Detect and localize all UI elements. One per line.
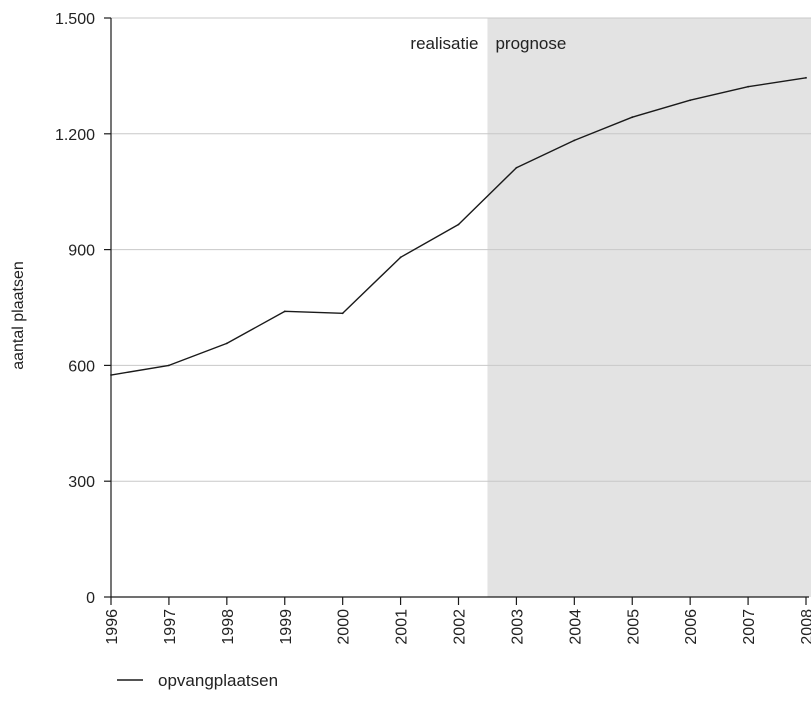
gridlines [111,17,811,482]
x-tick-label: 1998 [220,609,237,645]
series-layer [110,76,807,376]
x-tick-label: 2008 [799,609,811,645]
y-tick-label: 1.200 [55,127,95,144]
y-axis-ticks: 0 300 600 900 1.200 1.500 [55,11,111,607]
x-tick-label: 1996 [104,609,121,645]
data-point [283,310,286,313]
x-tick-label: 1997 [162,609,179,645]
x-axis-ticks: 1996 1997 1998 1999 2000 2001 2002 2003 2004 2005… [104,597,811,645]
data-point [689,99,692,102]
x-tick-label: 2004 [567,609,584,645]
data-point [110,374,112,376]
y-tick-label: 1.500 [55,11,95,28]
data-point [399,256,402,259]
region-label-realisatie: realisatie [410,34,478,53]
x-tick-label: 2007 [741,609,758,645]
data-point [457,223,460,226]
x-tick-label: 2006 [683,609,700,645]
x-tick-label: 2002 [452,609,469,645]
prognose-shade [487,18,811,597]
legend: opvangplaatsen [117,671,278,690]
region-label-prognose: prognose [495,34,566,53]
y-axis-title: aantal plaatsen [10,261,27,370]
data-point [168,364,170,367]
y-tick-label: 300 [68,474,95,491]
data-point [515,166,518,169]
data-point [573,139,576,142]
data-point [341,312,344,315]
x-tick-label: 2001 [394,609,411,645]
x-tick-label: 2000 [336,609,353,645]
data-point [747,85,749,88]
y-tick-label: 600 [68,358,95,375]
data-point [631,116,634,119]
x-tick-label: 2003 [509,609,526,645]
legend-label-opvangplaatsen: opvangplaatsen [158,671,278,690]
x-tick-label: 2005 [625,609,642,645]
data-point [225,342,228,345]
x-tick-label: 1999 [278,609,295,645]
y-tick-label: 900 [68,243,95,260]
data-point [805,76,807,79]
y-tick-label: 0 [86,590,95,607]
